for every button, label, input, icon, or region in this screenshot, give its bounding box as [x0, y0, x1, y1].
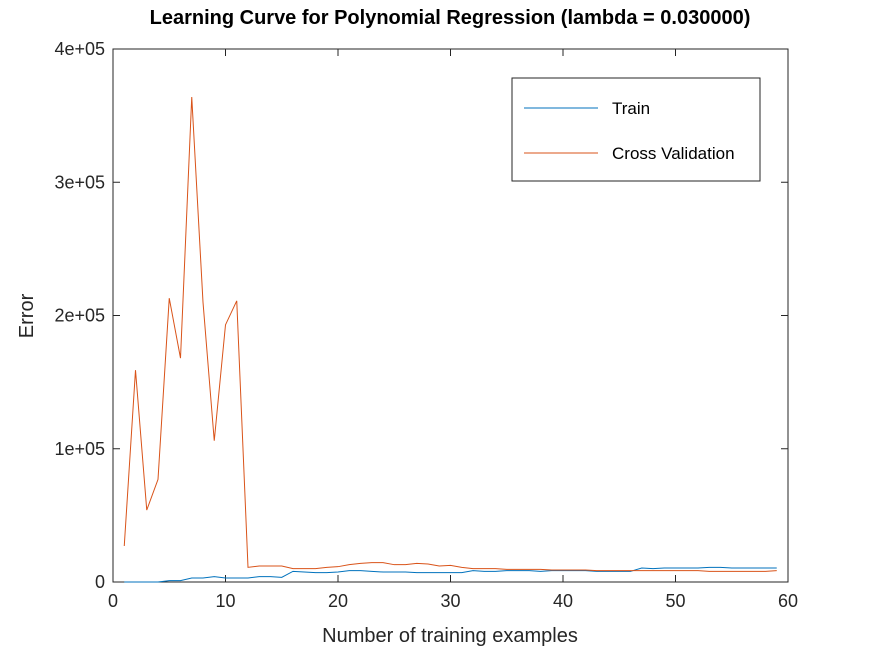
x-tick-label: 40 — [553, 591, 573, 611]
legend-box — [511, 77, 761, 182]
x-tick-label: 50 — [665, 591, 685, 611]
legend-label-train: Train — [612, 99, 650, 118]
legend: Train Cross Validation — [511, 77, 761, 182]
x-tick-label: 20 — [328, 591, 348, 611]
x-tick-label: 60 — [778, 591, 798, 611]
chart-title: Learning Curve for Polynomial Regression… — [150, 7, 751, 29]
series-lines — [123, 96, 777, 583]
x-axis-label: Number of training examples — [322, 625, 578, 647]
y-tick-label: 1e+05 — [54, 439, 105, 459]
x-axis: 0 10 20 30 40 50 60 — [108, 49, 798, 611]
y-axis-label: Error — [16, 293, 38, 338]
x-tick-label: 10 — [215, 591, 235, 611]
y-tick-label: 4e+05 — [54, 39, 105, 59]
x-tick-label: 0 — [108, 591, 118, 611]
y-tick-label: 3e+05 — [54, 172, 105, 192]
series-line-train — [124, 566, 777, 583]
y-tick-label: 2e+05 — [54, 306, 105, 326]
y-tick-label: 0 — [95, 572, 105, 592]
x-tick-label: 30 — [440, 591, 460, 611]
series-line-cross-validation — [123, 96, 777, 572]
legend-label-cross-validation: Cross Validation — [612, 144, 735, 163]
y-axis: 0 1e+05 2e+05 3e+05 4e+05 — [54, 39, 788, 592]
